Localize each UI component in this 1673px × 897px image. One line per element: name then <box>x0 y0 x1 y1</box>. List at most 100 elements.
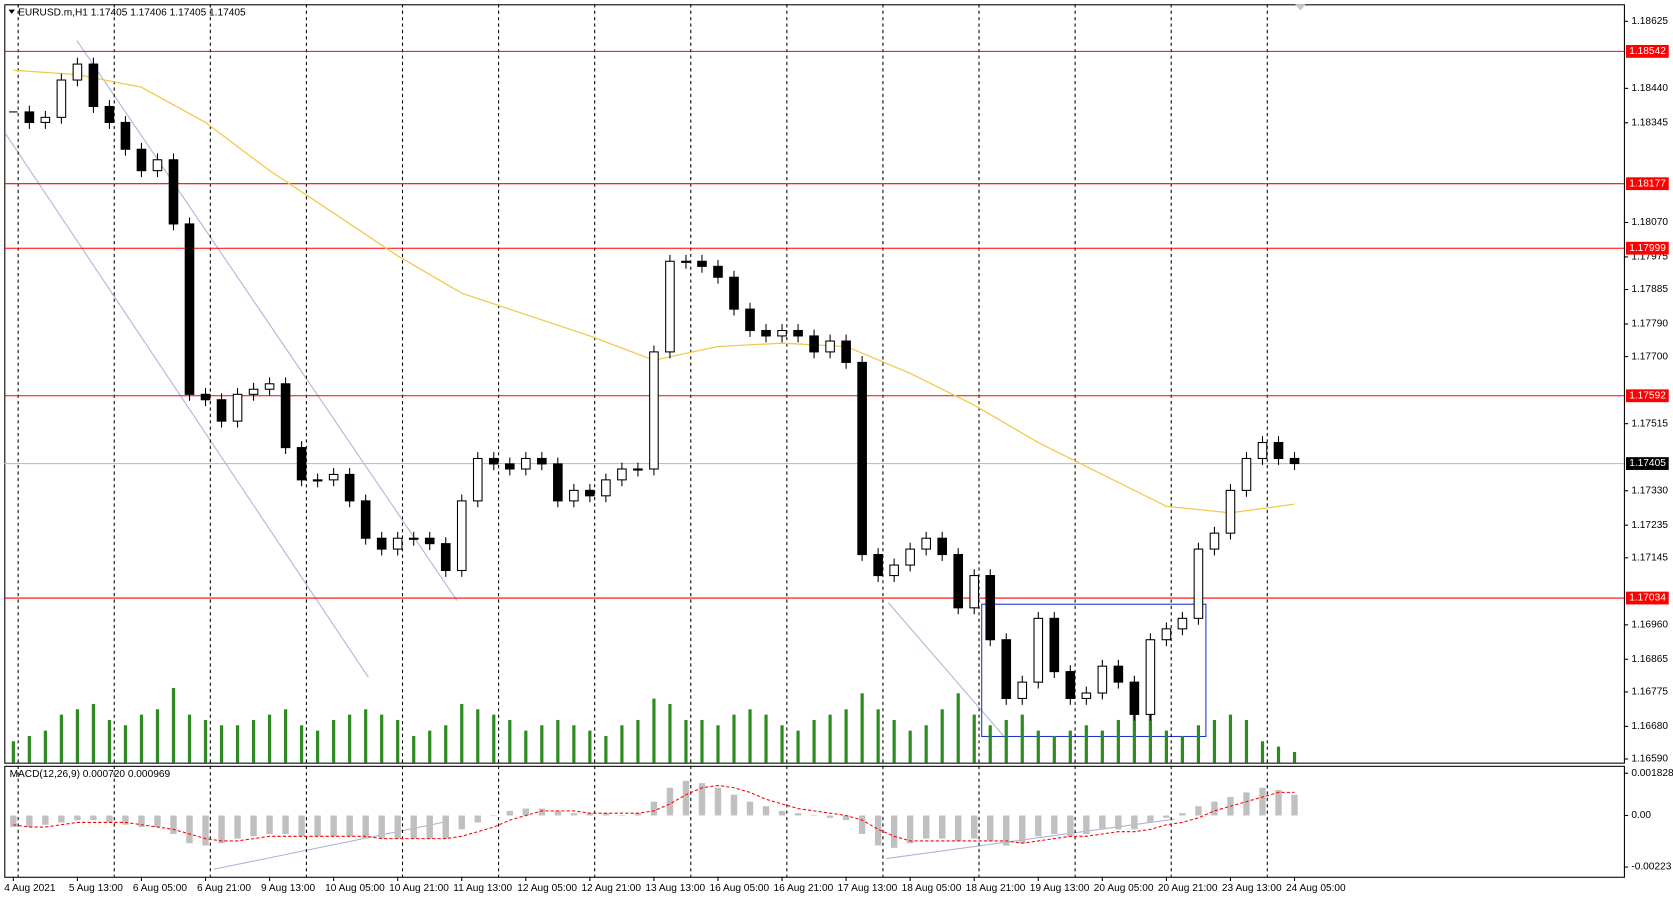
x-tick-label: 23 Aug 13:00 <box>1222 883 1282 894</box>
y-tick-label: 1.16775 <box>1631 687 1668 698</box>
x-tick-label: 16 Aug 21:00 <box>774 883 834 894</box>
volume-bar <box>476 709 480 763</box>
macd-bar <box>138 815 145 828</box>
candle-body <box>296 447 307 481</box>
y-tick-label: 1.17515 <box>1631 418 1668 429</box>
volume-bar <box>732 714 736 763</box>
candle-body <box>1129 681 1140 715</box>
candle-body <box>344 473 355 502</box>
drawings <box>4 4 1306 870</box>
volume-bar <box>444 725 448 763</box>
candle-body <box>777 329 787 337</box>
macd-bar <box>602 813 610 816</box>
volume-bar <box>155 709 160 763</box>
volume-bar <box>1020 714 1024 763</box>
candle-body <box>184 223 195 395</box>
macd-bar <box>474 815 481 823</box>
candle-body <box>921 537 931 550</box>
macd-bar <box>26 815 33 828</box>
last-price-tag <box>1626 457 1669 470</box>
volume-bar <box>300 725 304 763</box>
volume-bar <box>203 719 208 763</box>
macd-bar <box>987 815 994 841</box>
candle-body <box>937 537 948 556</box>
volume-bar <box>572 725 576 763</box>
x-tick-label: 16 Aug 05:00 <box>709 883 769 894</box>
macd-tick-label: -0.00223 <box>1631 862 1671 873</box>
candle-body <box>585 489 595 497</box>
candle-body <box>1289 457 1300 465</box>
volume-bar <box>1068 730 1072 763</box>
candle-body <box>1241 457 1252 491</box>
candle-body <box>1113 665 1124 683</box>
candle-body <box>665 260 675 353</box>
volume-bar <box>1100 730 1104 763</box>
x-tick-label: 20 Aug 05:00 <box>1094 883 1154 894</box>
x-tick-label: 12 Aug 05:00 <box>517 883 577 894</box>
candle-body <box>248 388 259 395</box>
macd-bar <box>1243 792 1250 816</box>
volume-bar <box>348 714 352 763</box>
y-tick-label: 1.18625 <box>1631 16 1668 27</box>
macd-bar <box>955 815 962 841</box>
macd-bar <box>794 813 802 816</box>
macd-trend-line <box>213 820 449 870</box>
volume-bar <box>748 709 752 763</box>
candle-body <box>873 554 883 577</box>
volume-bar <box>1276 746 1281 763</box>
volume-bar <box>396 719 400 763</box>
candle-body <box>456 500 467 572</box>
volume-bar <box>316 730 320 763</box>
macd-bar <box>74 815 81 821</box>
x-tick-label: 13 Aug 13:00 <box>645 883 705 894</box>
macd-bar <box>842 815 850 821</box>
macd-bar <box>442 815 449 839</box>
range-box <box>981 603 1207 738</box>
candle-body <box>440 543 451 572</box>
candle-body <box>424 537 435 545</box>
macd-bar <box>298 815 305 837</box>
candle-body <box>969 575 980 609</box>
x-tick-label: 18 Aug 05:00 <box>902 883 962 894</box>
macd-bar <box>394 815 401 839</box>
menu-arrow <box>8 9 15 14</box>
candle-body <box>985 575 996 641</box>
level-label: 1.18177 <box>1629 178 1666 189</box>
candle-body <box>1225 489 1236 534</box>
macd-bar <box>170 815 177 834</box>
macd-bar <box>762 806 770 816</box>
macd-bar <box>634 813 642 816</box>
volume-bar <box>812 719 816 763</box>
macd-panel <box>4 765 1625 878</box>
macd-bar <box>778 810 786 816</box>
macd-bar <box>938 815 946 839</box>
candle-body <box>488 457 499 465</box>
x-tick-label: 17 Aug 13:00 <box>838 883 898 894</box>
volume-bar <box>267 714 272 763</box>
candle-body <box>104 105 115 123</box>
macd-bar <box>90 815 97 821</box>
macd-bar <box>346 815 353 837</box>
macd-bar <box>858 815 866 834</box>
y-tick-label: 1.16680 <box>1631 721 1668 732</box>
candle-body <box>1049 617 1060 673</box>
macd-tick-label: 0.00 <box>1631 810 1651 821</box>
volume-bar <box>1260 741 1265 763</box>
volume-bar <box>956 693 960 763</box>
candle-body <box>649 351 659 470</box>
volume-bar <box>940 709 944 763</box>
level-tag <box>1626 241 1669 255</box>
candle-body <box>472 457 483 502</box>
macd-bar <box>698 783 706 816</box>
volume-bar <box>1148 714 1152 763</box>
macd-bar <box>1083 815 1090 834</box>
candle-body <box>617 468 627 481</box>
candle-body <box>745 308 755 332</box>
macd-bar <box>266 815 273 834</box>
volume-bar <box>876 709 880 763</box>
y-tick-label: 1.17885 <box>1631 284 1668 295</box>
level-label: 1.17592 <box>1629 390 1666 401</box>
macd-bar <box>282 815 289 834</box>
macd-signal <box>13 784 1295 844</box>
